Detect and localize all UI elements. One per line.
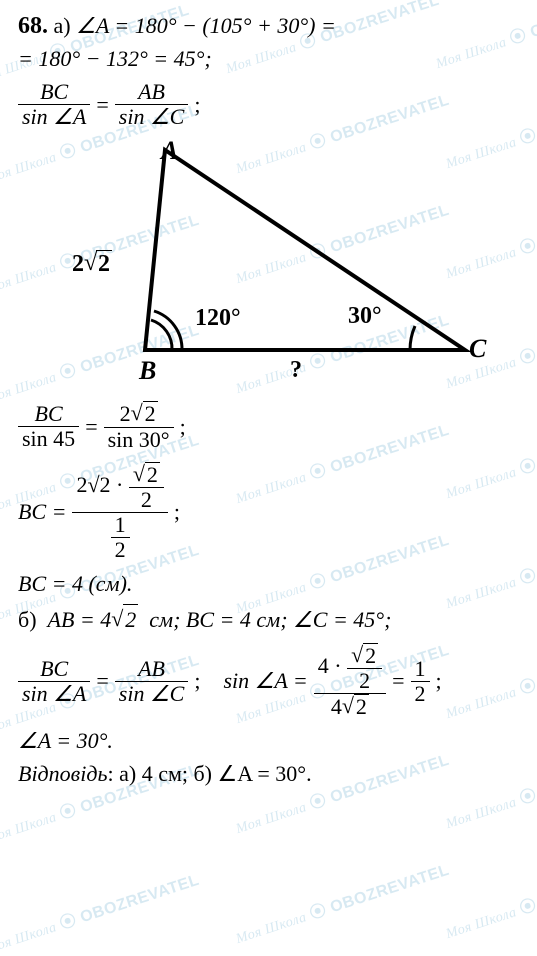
page: 68. а) ∠A = 180° − (105° + 30°) = = 180°… [0,0,537,799]
angle-b-label: 120° [195,305,241,332]
lawb-lhs-top: BC [18,657,90,682]
answer-line: Відповідь: а) 4 см; б) ∠A = 30°. [18,759,523,789]
side-bc-label: ? [290,357,302,384]
angle-arc-c [410,326,415,350]
part-b-given: AB = 42 см; BC = 4 см; ∠C = 45°; [48,607,392,632]
los-lhs-bot: sin ∠A [18,105,90,129]
equals-4: = [392,668,404,694]
bc-inner-bot: 2 [129,488,164,512]
answer-label: Відповідь [18,761,107,786]
equals-1: = [96,92,108,118]
side-ab-label: 22 [72,250,112,278]
side-ab-coef: 2 [72,251,84,277]
bc-prefix: BC = [18,499,66,525]
sina-top: 4 · 2 2 [314,643,386,694]
vertex-c-label: C [469,334,486,364]
los-rhs-bot: sin ∠C [115,105,189,129]
lawb-rhs-bot: sin ∠C [115,682,189,706]
triangle-shape [145,150,465,350]
triangle-diagram: A B C 22 120° 30° ? [10,135,510,395]
lawb-lhs-bot: sin ∠A [18,682,90,706]
sub-rhs-top: 22 [104,401,174,427]
sub-tail: ; [180,414,186,440]
sina-inner-bot: 2 [347,669,382,693]
los-rhs-top: AB [115,80,189,105]
side-ab-rad: 2 [96,250,112,278]
equals-3: = [96,668,108,694]
law-substituted: BC sin 45 = 22 sin 30° ; [18,401,523,451]
angle-c-label: 30° [348,303,382,330]
los-tail: ; [194,92,200,118]
sina-res-bot: 2 [411,682,430,706]
part-a-line2: = 180° − 132° = 45°; [18,44,523,74]
sina-bot: 42 [314,694,386,719]
bc-top: 2√2 · 2 2 [72,462,167,513]
bc-calc: BC = 2√2 · 2 2 1 2 ; [18,462,523,563]
los-lhs-top: BC [18,80,90,105]
bc-result: BC = 4 (см). [18,569,523,599]
part-a-label: а) [54,13,71,38]
sina-prefix: sin ∠A = [223,668,307,694]
sub-lhs-bot: sin 45 [18,427,79,451]
angle-a-result: ∠A = 30°. [18,726,523,756]
sina-inner-top: 2 [347,643,382,669]
equals-2: = [85,414,97,440]
sina-res-top: 1 [411,657,430,682]
sub-lhs-top: BC [18,402,79,427]
part-a-line1: ∠A = 180° − (105° + 30°) = [76,13,336,38]
part-b-equations: BC sin ∠A = AB sin ∠C ; sin ∠A = 4 · 2 2… [18,643,523,720]
bc-bot-top: 1 [111,513,130,538]
sina-top-coef: 4 · [318,653,342,678]
part-b-line: б) AB = 42 см; BC = 4 см; ∠C = 45°; [18,604,523,635]
lawb-tail: ; [194,668,200,694]
sub-rhs-bot: sin 30° [104,428,174,452]
vertex-b-label: B [139,356,156,386]
bc-inner-top: 2 [129,462,164,488]
law-of-sines-a: BC sin ∠A = AB sin ∠C ; [18,80,523,129]
bc-bot-bot: 2 [111,538,130,562]
angle-arc-b2 [151,320,172,350]
angle-arc-b [154,311,182,350]
sina-tail: ; [436,668,442,694]
part-b-label: б) [18,607,37,632]
bc-bot: 1 2 [72,513,167,562]
vertex-a-label: A [161,136,178,166]
problem-number: 68. [18,13,48,39]
bc-tail: ; [174,499,180,525]
answer-text: : а) 4 см; б) ∠A = 30°. [107,761,311,786]
lawb-rhs-top: AB [115,657,189,682]
line-1: 68. а) ∠A = 180° − (105° + 30°) = [18,10,523,42]
bc-top-coef: 2√2 · [76,472,123,497]
